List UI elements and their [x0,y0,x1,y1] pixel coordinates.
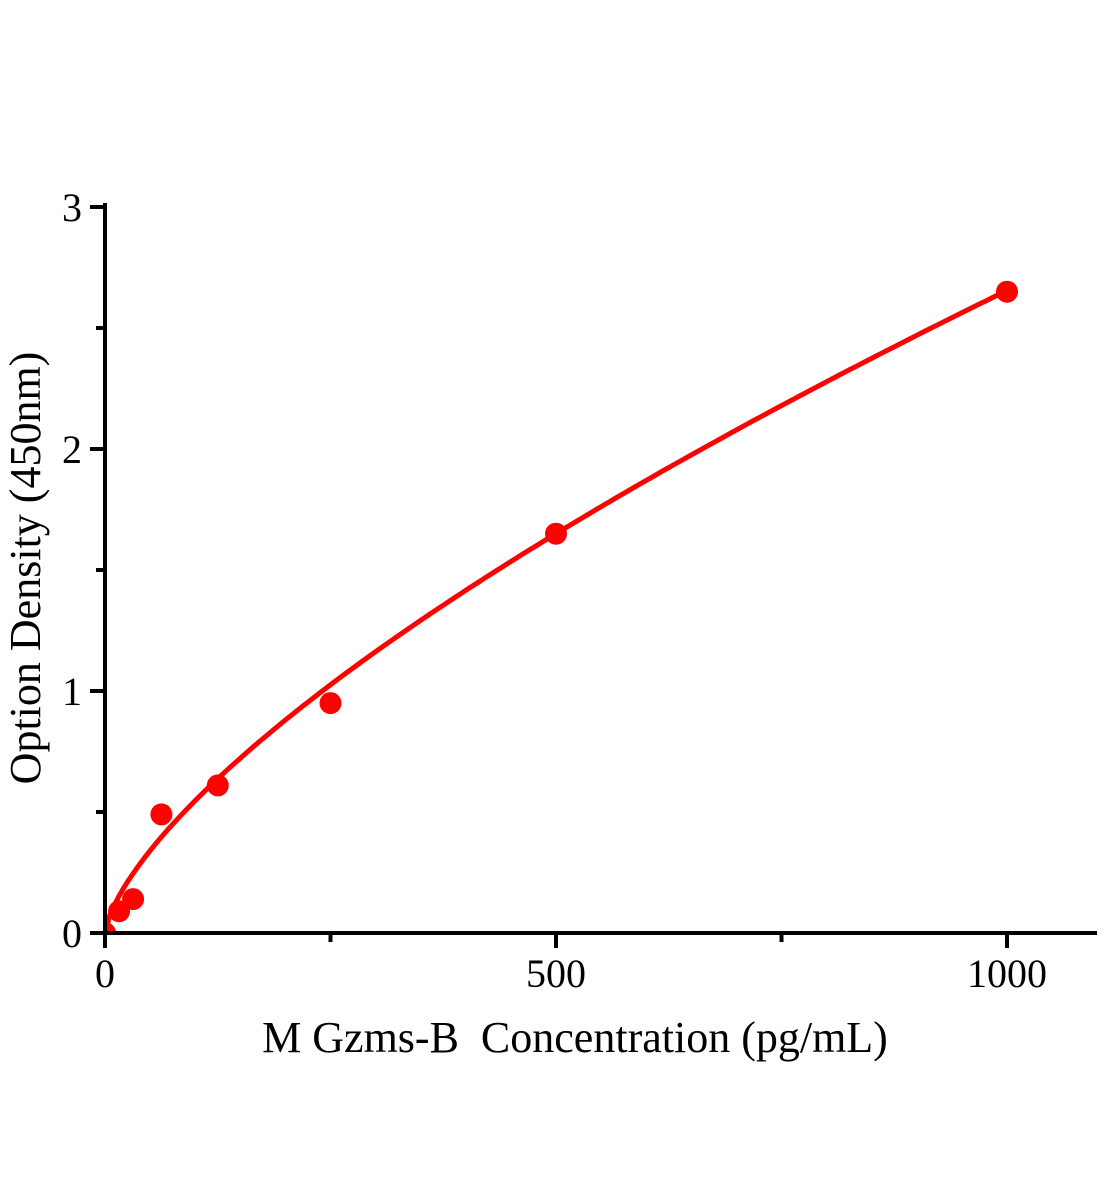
x-tick-label: 0 [95,951,115,996]
x-tick-label: 500 [526,951,586,996]
data-point [206,774,229,797]
y-tick-label: 0 [62,911,82,956]
fit-curve-line [107,288,1010,931]
data-point [150,803,173,826]
data-point [107,922,116,931]
data-point [545,522,567,545]
data-point [996,280,1018,303]
x-axis-title: M Gzms-B Concentration (pg/mL) [262,1013,888,1062]
axes [90,203,1097,948]
y-tick-label: 1 [62,669,82,714]
y-tick-label: 2 [62,427,82,472]
y-axis-title: Option Density (450nm) [1,352,50,785]
tick-labels: 0 1 2 3 0 500 1000 [62,185,1047,996]
plot-marks [107,280,1018,931]
data-point [122,888,145,911]
x-tick-label: 1000 [967,951,1047,996]
y-tick-label: 3 [62,185,82,230]
data-point [319,692,342,715]
